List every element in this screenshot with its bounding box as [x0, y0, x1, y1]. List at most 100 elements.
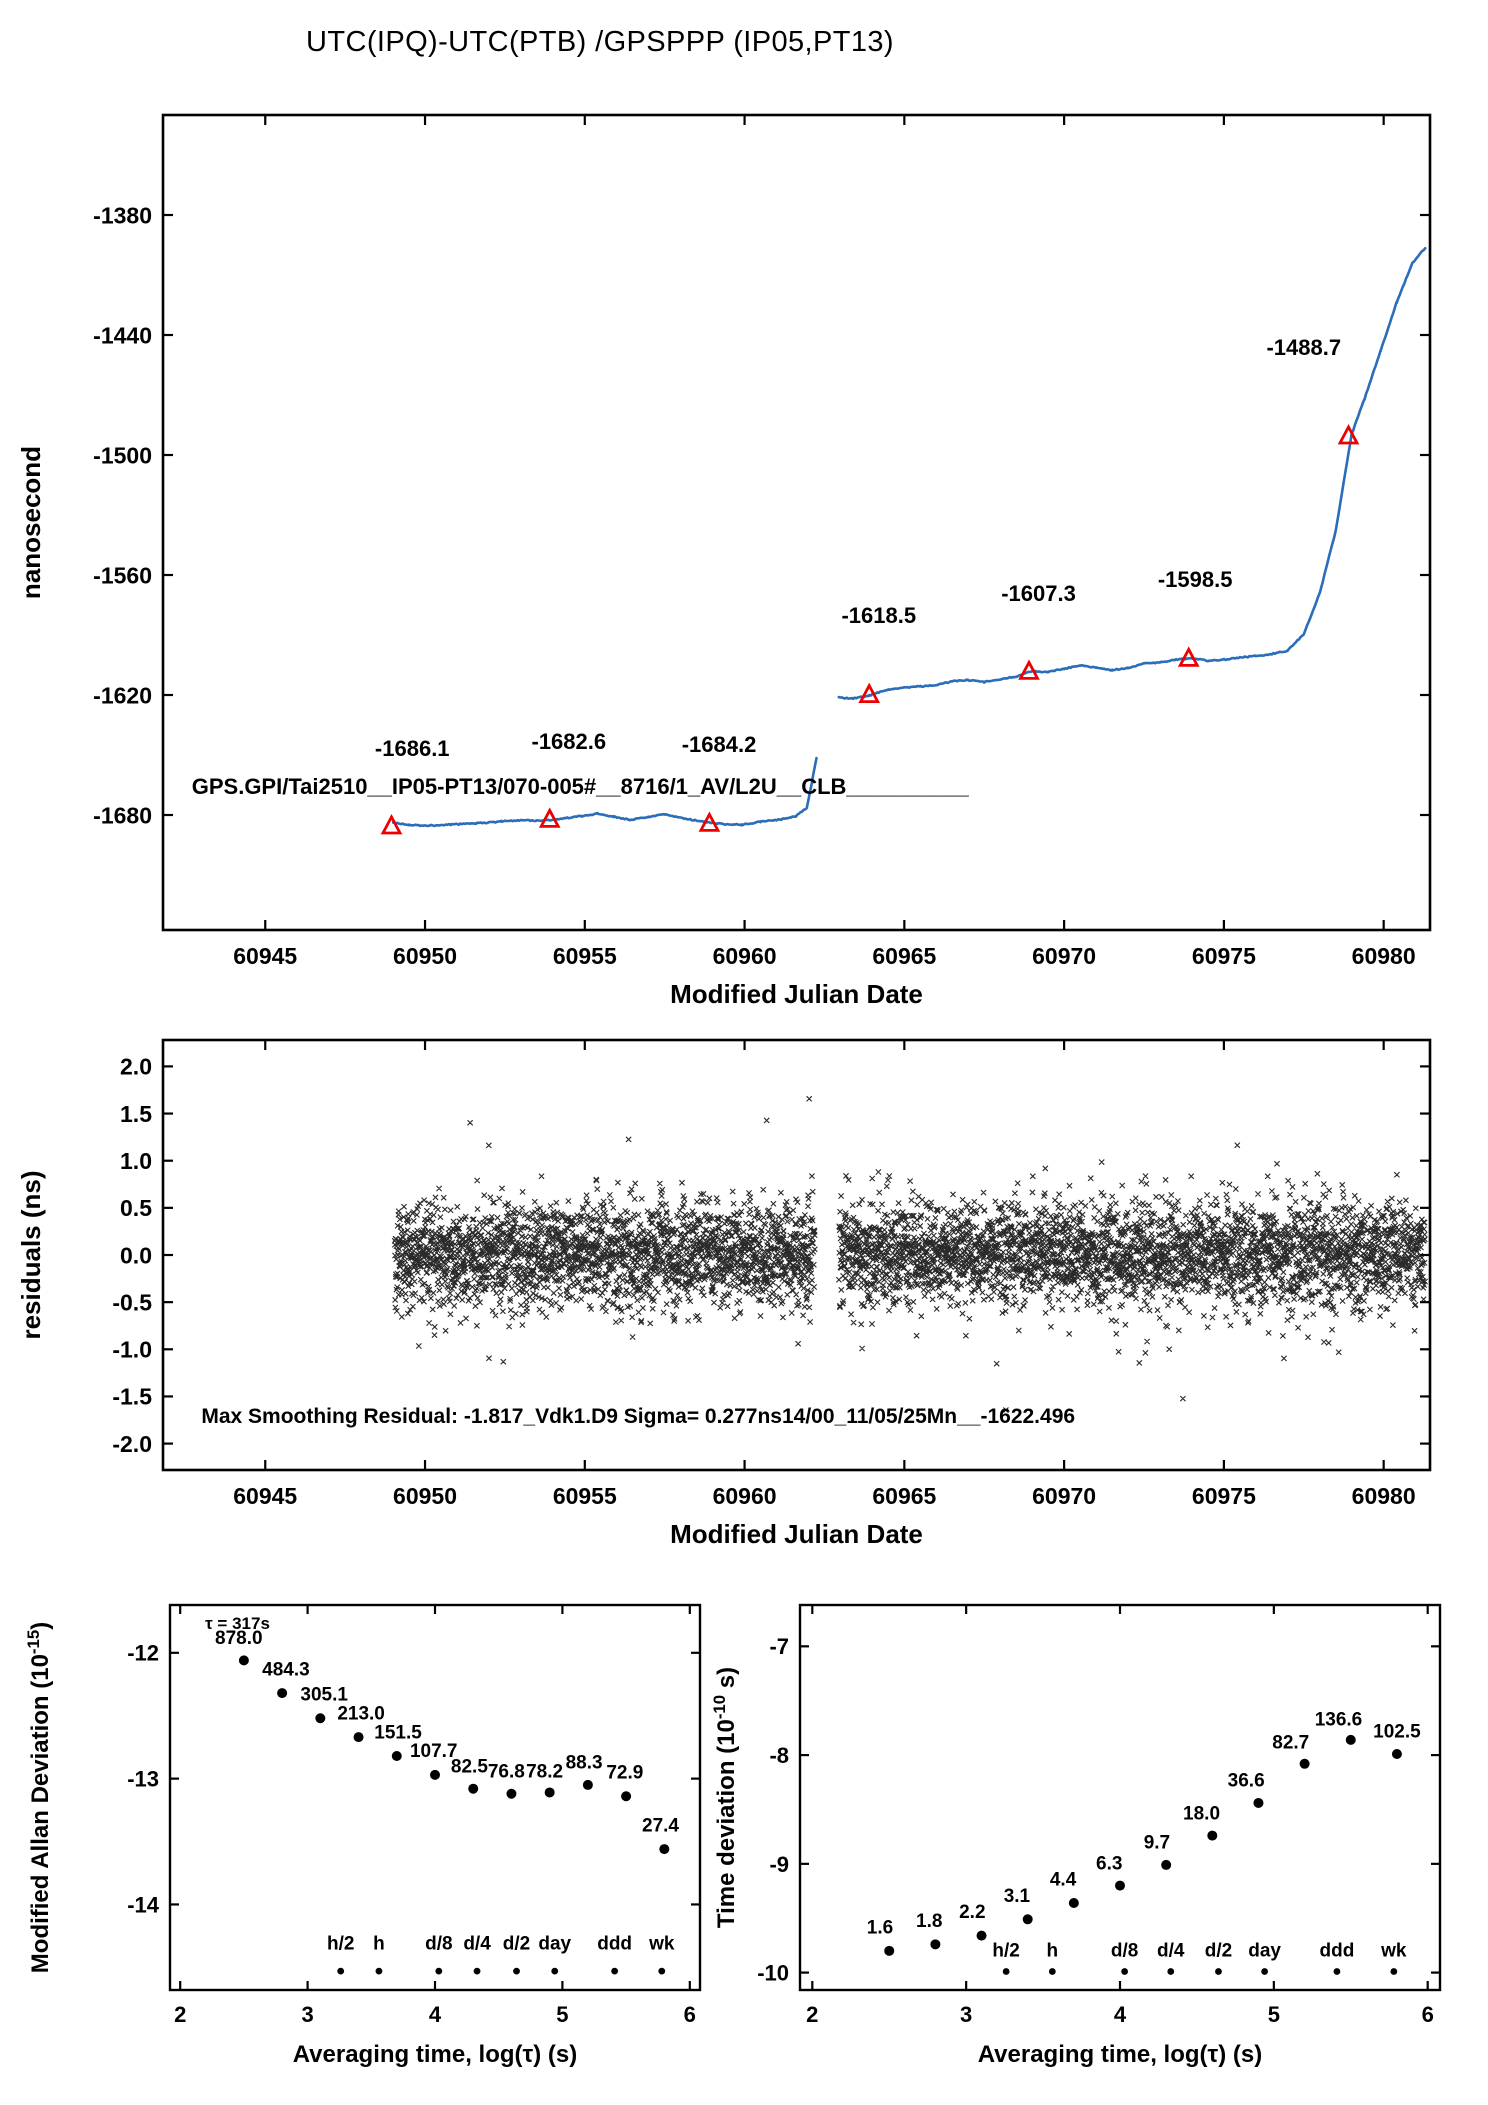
x-tick-label: 2	[174, 2002, 186, 2027]
value-label: 3.1	[1004, 1886, 1031, 1907]
y-tick-label: -1680	[93, 802, 152, 828]
calibration-value-label: -1488.7	[1266, 335, 1341, 360]
value-label: 305.1	[300, 1685, 348, 1706]
calibration-triangle-icon	[1018, 659, 1040, 680]
time-mark-label: d/2	[503, 1934, 530, 1955]
time-mark-dot	[1121, 1968, 1129, 1975]
data-point	[353, 1732, 364, 1743]
x-tick-label: 60960	[713, 943, 777, 969]
y-tick-label: -9	[769, 1852, 789, 1877]
value-label: 6.3	[1096, 1853, 1122, 1874]
value-label: 82.7	[1272, 1733, 1309, 1754]
deviation-charts: 2 3 4 5 6 -12 -13 -14 Averaging time, log(τ) (s)…	[24, 1603, 1442, 2068]
data-point	[1115, 1880, 1125, 1891]
x-tick-label: 6	[684, 2002, 696, 2027]
phase-frame	[161, 113, 1432, 932]
x-tick-label: 60950	[393, 943, 457, 969]
value-label: 2.2	[959, 1902, 985, 1923]
time-mark-dot	[435, 1967, 443, 1975]
phase-line-segment	[391, 756, 818, 828]
y-tick-label: -10	[757, 1961, 789, 1986]
data-point	[238, 1655, 249, 1666]
x-tick-label: 60965	[872, 1483, 936, 1509]
value-label: 36.6	[1228, 1771, 1265, 1792]
time-mark-dot	[611, 1967, 619, 1975]
x-tick-label: 60970	[1032, 943, 1096, 969]
x-tick-label: 5	[1268, 2002, 1280, 2027]
data-point	[930, 1939, 941, 1950]
calibration-triangle-icon	[698, 811, 721, 832]
value-label: 136.6	[1315, 1710, 1363, 1731]
value-label: 9.7	[1144, 1833, 1170, 1854]
calibration-markers	[380, 424, 1360, 835]
x-tick-label: 60945	[233, 943, 297, 969]
y-tick-label: -1620	[93, 682, 152, 708]
time-mark-label: wk	[648, 1934, 675, 1955]
y-tick-label: -8	[769, 1743, 789, 1768]
x-tick-label: 60970	[1032, 1483, 1096, 1509]
calibration-triangle-icon	[1337, 424, 1360, 445]
x-tick-label: 4	[1114, 2002, 1127, 2027]
time-mark-dot	[1261, 1968, 1269, 1975]
calibration-triangle-icon	[380, 814, 403, 835]
plot-frame	[798, 1603, 1442, 1992]
x-axis-label: Averaging time, log(τ) (s)	[293, 2041, 578, 2068]
y-tick-label: 0.5	[120, 1195, 152, 1221]
value-label: 18.0	[1183, 1803, 1220, 1824]
data-point	[1299, 1758, 1310, 1769]
tdev-frame	[798, 1603, 1442, 1992]
calibration-value-label: -1607.3	[1001, 581, 1076, 606]
x-tick-label: 60960	[713, 1483, 777, 1509]
x-axis-label: Modified Julian Date	[670, 1519, 923, 1549]
value-label: 78.2	[526, 1761, 563, 1782]
data-point	[1207, 1830, 1218, 1841]
time-mark-dot	[1048, 1968, 1056, 1975]
mdev-ticks	[170, 1605, 700, 1990]
residual-scatter	[391, 1095, 1429, 1414]
data-point	[659, 1844, 670, 1855]
mdev-points	[238, 1655, 670, 1855]
y-tick-label: -0.5	[112, 1289, 152, 1315]
time-mark-label: d/4	[463, 1934, 491, 1955]
time-mark-dot	[375, 1967, 383, 1975]
phase-chart: 60945 60950 60955 60960 60965 60970 60975 60980…	[16, 113, 1432, 1009]
value-label: 151.5	[374, 1722, 422, 1743]
data-point	[621, 1791, 632, 1802]
x-tick-label: 60950	[393, 1483, 457, 1509]
time-mark-label: h/2	[992, 1940, 1019, 1961]
y-tick-label: -1560	[93, 562, 152, 588]
y-tick-label: -1500	[93, 442, 152, 468]
x-tick-label: 60975	[1192, 1483, 1256, 1509]
tdev-ticks	[800, 1605, 1440, 1990]
tau-note: τ = 317s	[205, 1614, 270, 1633]
data-point	[544, 1787, 555, 1798]
data-point	[1022, 1914, 1033, 1925]
time-mark-label: wk	[1380, 1940, 1407, 1961]
data-point	[506, 1788, 517, 1799]
x-tick-label: 60975	[1192, 943, 1256, 969]
y-tick-label: -2.0	[112, 1431, 152, 1457]
time-mark-label: d/2	[1205, 1940, 1232, 1961]
tdev-tick-labels: 2 3 4 5 6 -7 -8 -9 -10	[757, 1634, 1434, 2027]
dataset-id-annotation: GPS.GPI/Tai2510__IP05-PT13/070-005#__871…	[192, 774, 970, 799]
time-mark-dot	[551, 1967, 559, 1975]
data-point	[1253, 1797, 1264, 1808]
y-tick-label: -14	[127, 1892, 160, 1917]
data-point	[582, 1779, 593, 1790]
time-mark-dot	[1002, 1968, 1010, 1975]
tdev-time-marks: h/2 h d/8 d/4 d/2 day ddd wk	[992, 1940, 1407, 1975]
data-point	[468, 1783, 479, 1794]
y-tick-label: 0.0	[120, 1242, 152, 1268]
time-mark-dot	[337, 1967, 345, 1975]
data-point	[315, 1713, 326, 1724]
time-mark-label: d/4	[1157, 1940, 1185, 1961]
y-axis-label: residuals (ns)	[16, 1170, 46, 1339]
mdev-frame	[168, 1603, 702, 1992]
value-label: 72.9	[606, 1763, 643, 1784]
time-mark-dot	[1333, 1968, 1341, 1975]
data-point	[976, 1930, 987, 1941]
calibration-value-label: -1598.5	[1158, 567, 1233, 592]
phase-curve	[391, 247, 1427, 828]
y-tick-label: -1440	[93, 322, 152, 348]
calibration-triangle-icon	[1177, 646, 1200, 667]
